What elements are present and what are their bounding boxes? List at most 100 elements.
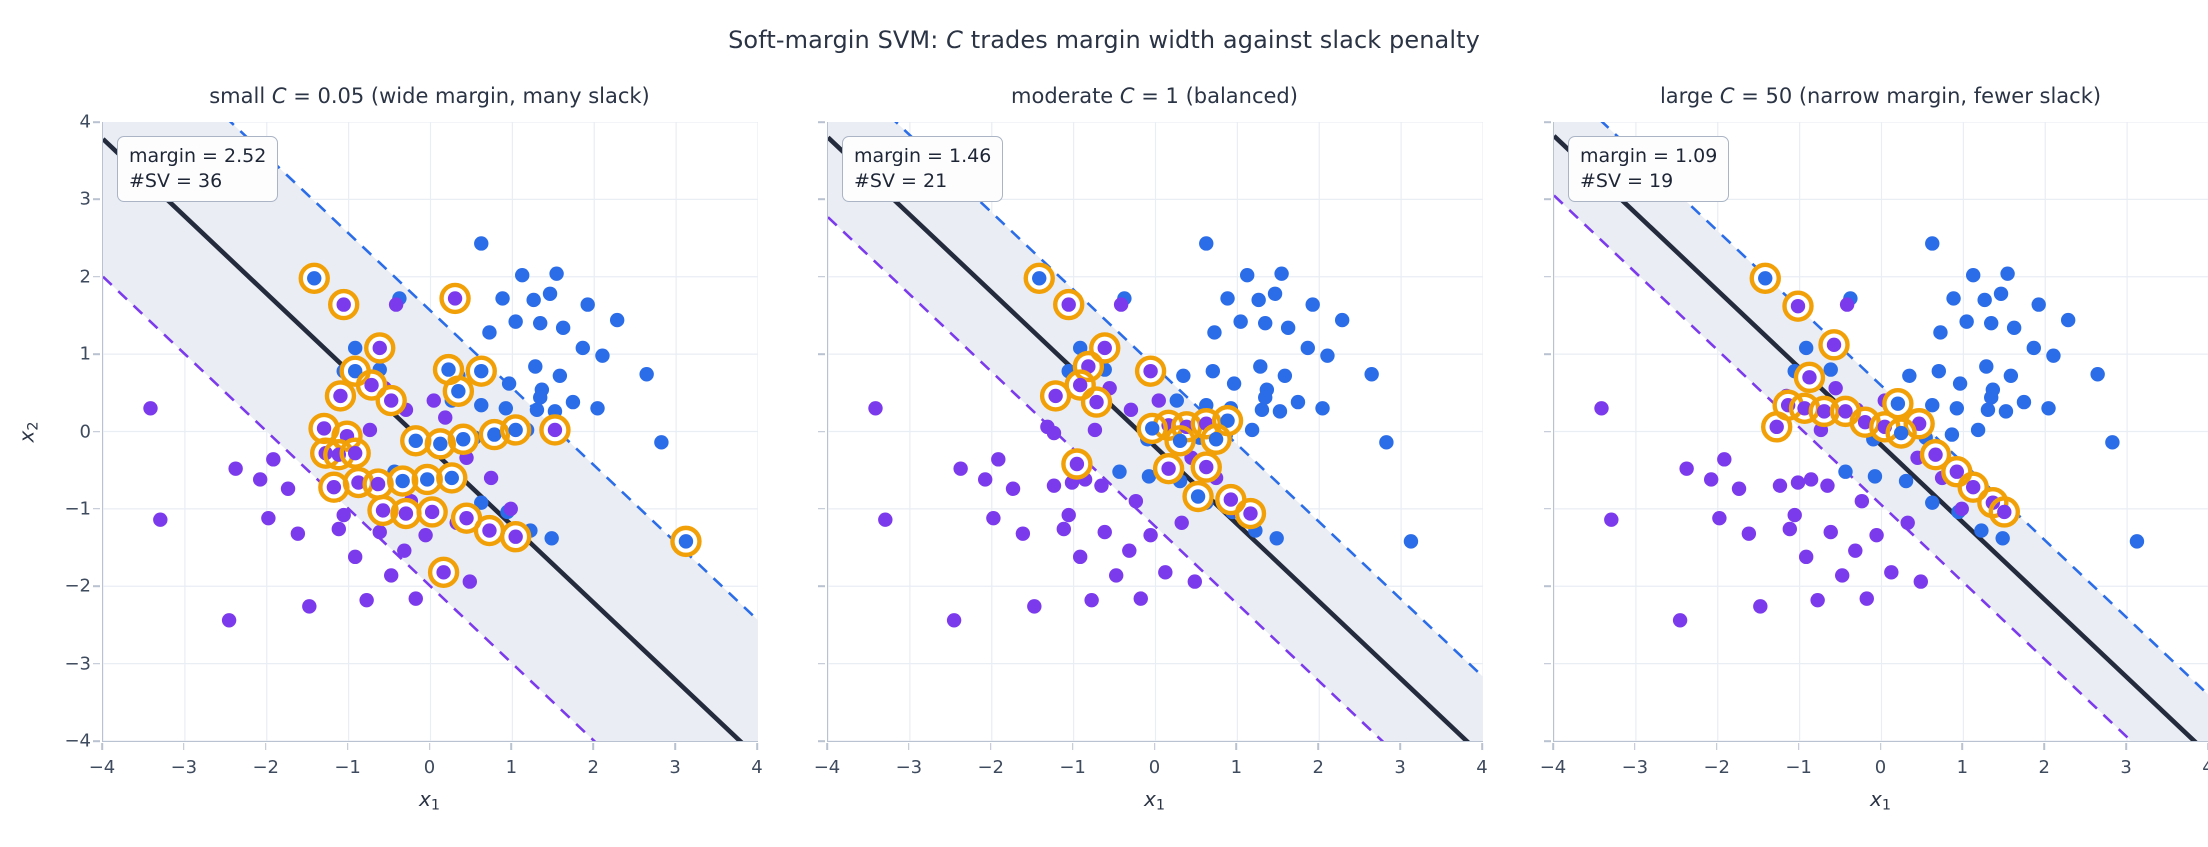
support-vector-point bbox=[451, 384, 466, 399]
support-vector-ring bbox=[1808, 395, 1840, 428]
data-point-positive bbox=[1258, 390, 1273, 405]
support-vector-point bbox=[1172, 433, 1188, 448]
data-point-negative bbox=[1790, 475, 1806, 490]
data-point-positive bbox=[1233, 314, 1248, 329]
panel-small-c-ytick-label: −1 bbox=[64, 498, 91, 520]
panel-large-c-xtick-mark bbox=[1715, 742, 1718, 750]
panel-small-c-plot-area: margin = 2.52 #SV = 36 bbox=[102, 122, 758, 742]
support-vector-ring bbox=[416, 496, 448, 528]
data-point-negative bbox=[1884, 565, 1899, 580]
support-vector-point bbox=[1997, 504, 2012, 520]
support-vector-ring bbox=[499, 414, 532, 446]
data-point-negative bbox=[878, 512, 893, 527]
support-vector-ring bbox=[1061, 448, 1093, 480]
support-vector-point bbox=[1769, 419, 1784, 435]
data-point-negative bbox=[986, 510, 1001, 526]
panel-moderate-c-ytick-mark bbox=[818, 662, 826, 665]
panel-small-c-canvas bbox=[103, 122, 758, 741]
xaxis-label-subscript: 1 bbox=[1881, 797, 1891, 814]
data-point-positive bbox=[533, 390, 548, 405]
data-point-positive bbox=[1364, 367, 1379, 382]
data-point-negative bbox=[1005, 481, 1021, 496]
support-vector-ring bbox=[411, 463, 443, 496]
data-point-negative bbox=[1810, 592, 1825, 608]
data-point-negative bbox=[228, 461, 243, 476]
support-vector-ring bbox=[364, 332, 396, 364]
data-point-positive bbox=[1274, 266, 1289, 281]
panel-large-c-ytick-mark bbox=[1544, 585, 1552, 588]
panel-small-c-ytick-label: 3 bbox=[79, 188, 91, 210]
panel-small-c-xtick-mark bbox=[510, 742, 513, 750]
panel-small-c-ytick-label: 1 bbox=[79, 343, 91, 365]
data-point-positive bbox=[1258, 315, 1273, 331]
panel-moderate-c-margin-readout: margin = 1.46 bbox=[854, 145, 992, 167]
data-point-positive bbox=[2090, 367, 2105, 382]
data-point-positive bbox=[1952, 376, 1968, 391]
data-point-negative bbox=[1839, 297, 1855, 312]
panel-small-c-upper-margin-line bbox=[228, 122, 758, 622]
data-point-positive bbox=[1931, 363, 1947, 379]
panel-moderate-c-support-vectors bbox=[1023, 262, 1267, 530]
panel-moderate-c-ytick-mark bbox=[818, 430, 826, 433]
data-point-negative bbox=[302, 599, 317, 614]
panel-small-c-xtick-label: 1 bbox=[505, 757, 518, 778]
panel-small-c-ytick-label: 2 bbox=[79, 266, 91, 288]
support-vector-point bbox=[1061, 297, 1076, 312]
data-point-negative bbox=[1731, 481, 1747, 496]
panel-small-c-support-vectors bbox=[298, 262, 702, 589]
xaxis-label-subscript: 1 bbox=[1155, 797, 1165, 814]
support-vector-point bbox=[1893, 425, 1909, 441]
panel-large-c-support-vectors bbox=[1749, 262, 2021, 528]
data-point-positive bbox=[1403, 534, 1419, 549]
support-vector-ring bbox=[1200, 423, 1232, 455]
panel-small-c-ytick-mark bbox=[93, 430, 101, 433]
data-point-negative bbox=[1772, 478, 1788, 493]
panel-small-c-xtick-label: −3 bbox=[170, 757, 198, 778]
panel-large-c-sv-count-readout: #SV = 19 bbox=[1580, 169, 1674, 192]
support-vector-point bbox=[333, 388, 348, 404]
panel-moderate-c-xtick-mark bbox=[989, 742, 992, 750]
panel-moderate-c-ytick-mark bbox=[818, 198, 826, 201]
data-point-positive bbox=[1823, 362, 1838, 377]
data-point-negative bbox=[1803, 472, 1819, 487]
panel-moderate-c-xtick-label: −1 bbox=[1059, 757, 1086, 778]
panel-small-c-xtick-label: −4 bbox=[88, 757, 116, 778]
panel-moderate-c-xtick-label: 3 bbox=[1394, 757, 1406, 778]
support-vector-ring bbox=[1023, 262, 1055, 295]
data-point-positive bbox=[1966, 268, 1981, 283]
panel-large-c-annotation: margin = 1.09 #SV = 19 bbox=[1568, 136, 1730, 203]
support-vector-point bbox=[424, 504, 440, 520]
panel-large-c-ytick-mark bbox=[1544, 198, 1552, 201]
support-vector-ring bbox=[447, 423, 479, 455]
panel-large-c-ytick-mark bbox=[1544, 353, 1552, 355]
panel-moderate-c: moderate C = 1 (balanced) margin = 1.46 #S… bbox=[760, 0, 1488, 847]
support-vector-ring bbox=[1760, 411, 1793, 443]
data-point-negative bbox=[1869, 527, 1884, 543]
data-point-negative bbox=[253, 472, 268, 487]
panel-moderate-c-xtick-mark bbox=[1317, 742, 1320, 750]
support-vector-point bbox=[326, 480, 342, 495]
panel-large-c-xtick-label: −3 bbox=[1621, 757, 1649, 778]
support-vector-ring bbox=[539, 414, 571, 446]
support-vector-point bbox=[1220, 413, 1235, 428]
panel-moderate-c-canvas bbox=[828, 122, 1483, 741]
panel-large-c-title-value: = 50 bbox=[1734, 84, 1793, 108]
data-point-positive bbox=[2105, 435, 2120, 450]
support-vector-point bbox=[420, 472, 435, 487]
panel-small-c-title: small C = 0.05 (wide margin, many slack) bbox=[102, 84, 757, 108]
data-point-negative bbox=[1151, 393, 1166, 408]
panel-large-c-lower-margin-line bbox=[1554, 194, 2134, 741]
data-point-negative bbox=[1084, 592, 1099, 608]
data-point-positive bbox=[565, 394, 581, 410]
data-point-positive bbox=[2060, 312, 2076, 328]
data-point-positive bbox=[1320, 348, 1335, 363]
data-point-positive bbox=[2003, 368, 2019, 383]
panel-large-c-ytick-mark bbox=[1544, 740, 1552, 742]
support-vector-ring bbox=[1903, 408, 1935, 440]
data-point-positive bbox=[1867, 469, 1883, 484]
support-vector-ring bbox=[1749, 262, 1781, 295]
data-point-positive bbox=[1254, 402, 1270, 418]
panel-moderate-c-points-negative bbox=[868, 297, 1243, 628]
panel-large-c-xaxis-label: x1 bbox=[1553, 787, 2208, 814]
